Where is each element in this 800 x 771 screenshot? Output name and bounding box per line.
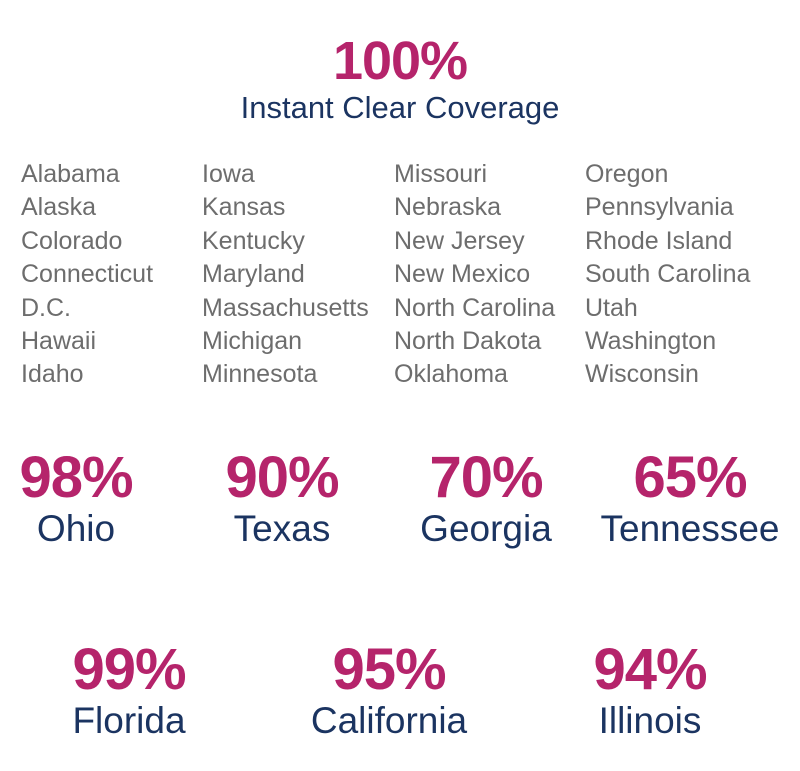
stat-state-name: California <box>310 700 468 741</box>
stat-percent: 95% <box>332 637 446 702</box>
state-item: North Carolina <box>394 293 556 322</box>
state-item: Alabama <box>21 160 120 188</box>
state-item: Hawaii <box>21 327 97 356</box>
coverage-headline-percent: 100% <box>332 31 468 91</box>
state-item: Utah <box>585 293 638 322</box>
state-item: Missouri <box>394 160 488 188</box>
coverage-stat-ohio: 98% Ohio <box>0 448 176 550</box>
state-item: Nebraska <box>394 193 501 222</box>
stat-percent: 98% <box>19 445 133 510</box>
state-item: Massachusetts <box>202 293 369 322</box>
stat-state-name: Illinois <box>598 700 702 741</box>
coverage-stat-texas: 90% Texas <box>182 448 382 550</box>
stat-state-name: Ohio <box>36 508 116 549</box>
state-item: Pennsylvania <box>585 193 734 222</box>
state-item: Wisconsin <box>585 360 699 389</box>
coverage-stat-illinois: 94% Illinois <box>550 640 750 742</box>
state-item: New Mexico <box>394 260 531 289</box>
state-list-column-2: Iowa Kansas Kentucky Maryland Massachuse… <box>202 158 369 392</box>
state-list-column-3: Missouri Nebraska New Jersey New Mexico … <box>394 158 555 392</box>
stat-state-name: Florida <box>72 700 186 741</box>
state-item: Kentucky <box>202 226 305 255</box>
state-item: Alaska <box>21 193 97 222</box>
stat-state-name: Tennessee <box>600 508 780 549</box>
state-item: Oklahoma <box>394 360 508 389</box>
state-item: Michigan <box>202 327 303 356</box>
coverage-stat-florida: 99% Florida <box>29 640 229 742</box>
state-item: Idaho <box>21 360 84 389</box>
coverage-stat-tennessee: 65% Tennessee <box>590 448 790 550</box>
state-item: North Dakota <box>394 327 542 356</box>
stat-percent: 70% <box>429 445 543 510</box>
state-item: Connecticut <box>21 260 154 289</box>
coverage-stat-georgia: 70% Georgia <box>386 448 586 550</box>
stat-percent: 65% <box>633 445 747 510</box>
state-item: D.C. <box>21 293 71 322</box>
state-item: South Carolina <box>585 260 751 289</box>
state-item: Maryland <box>202 260 305 289</box>
stat-state-name: Georgia <box>420 508 552 549</box>
state-item: New Jersey <box>394 226 525 255</box>
stat-state-name: Texas <box>233 508 331 549</box>
state-item: Colorado <box>21 226 123 255</box>
stat-percent: 90% <box>225 445 339 510</box>
coverage-subtitle: Instant Clear Coverage <box>240 90 560 125</box>
state-item: Minnesota <box>202 360 318 389</box>
state-item: Oregon <box>585 160 669 188</box>
state-list-column-4: Oregon Pennsylvania Rhode Island South C… <box>585 158 750 392</box>
stat-percent: 94% <box>593 637 707 702</box>
state-item: Rhode Island <box>585 226 733 255</box>
stat-percent: 99% <box>72 637 186 702</box>
state-list-column-1: Alabama Alaska Colorado Connecticut D.C.… <box>21 158 153 392</box>
state-item: Washington <box>585 327 717 356</box>
state-item: Iowa <box>202 160 255 188</box>
state-item: Kansas <box>202 193 286 222</box>
coverage-stat-california: 95% California <box>289 640 489 742</box>
